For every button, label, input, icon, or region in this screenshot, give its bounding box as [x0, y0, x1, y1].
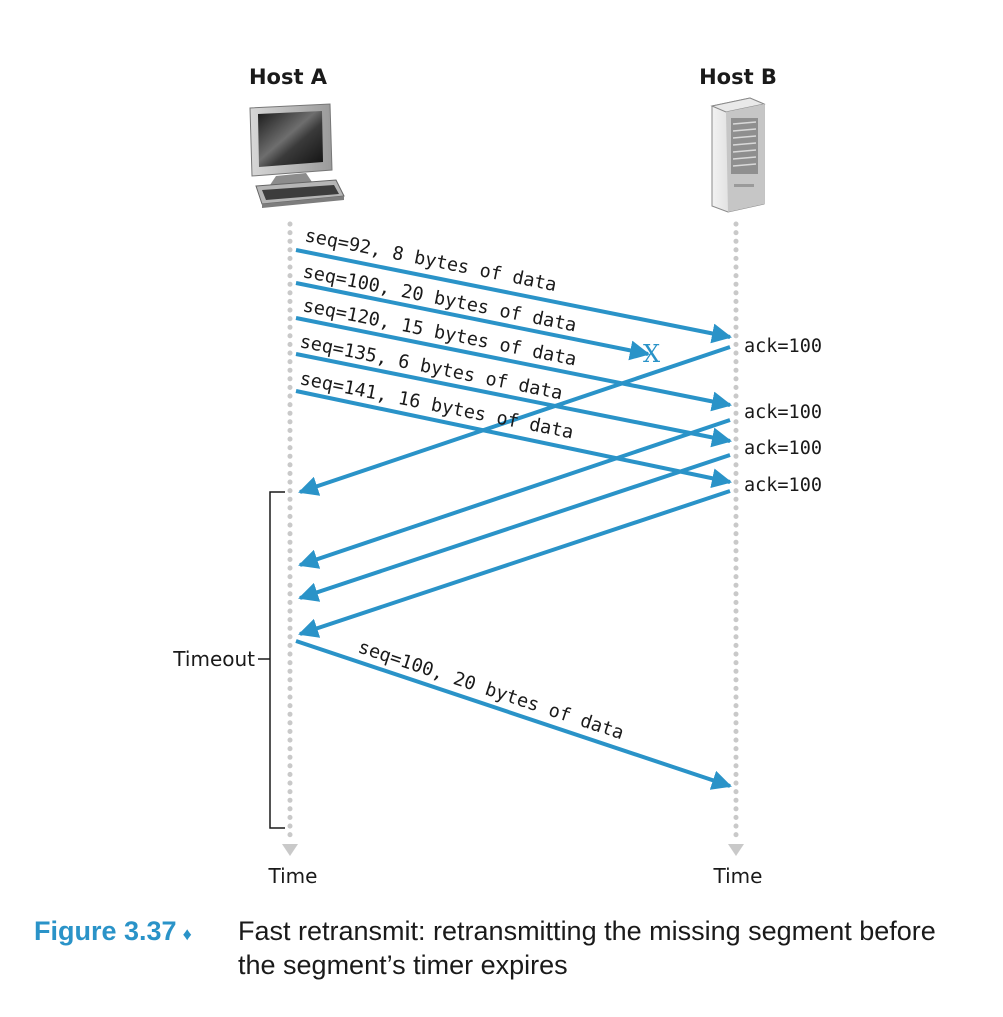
retransmission-arrow	[295, 639, 732, 790]
ack-4-arrow	[298, 489, 731, 638]
segment-1-arrow	[295, 248, 732, 344]
ack-3-arrow	[298, 453, 731, 602]
segment-4-arrow	[295, 352, 732, 448]
segment-lost-marker: X	[643, 340, 660, 368]
host-a-label: Host A	[249, 65, 328, 89]
host-a-timeline-arrowhead	[282, 844, 298, 856]
server-tower-icon	[710, 97, 766, 213]
host-a-time-label: Time	[268, 864, 318, 888]
caption-diamond-icon: ♦	[182, 924, 192, 944]
ack-2-label: ack=100	[744, 402, 822, 423]
segment-3-arrow	[295, 316, 732, 412]
timeout-bracket	[269, 491, 285, 829]
host-b-time-label: Time	[713, 864, 763, 888]
caption-text: Fast retransmit: retransmitting the miss…	[238, 916, 936, 980]
host-b-timeline-arrowhead	[728, 844, 744, 856]
segment-2-arrow	[295, 281, 650, 361]
ack-3-label: ack=100	[744, 438, 822, 459]
retransmission-label: seq=100, 20 bytes of data	[355, 637, 626, 744]
ack-2-arrow	[298, 418, 731, 569]
ack-1-arrow	[298, 345, 731, 496]
desktop-computer-icon	[249, 103, 345, 208]
host-b-label: Host B	[699, 65, 777, 89]
ack-1-label: ack=100	[744, 336, 822, 357]
figure-caption: Figure 3.37 ♦ Fast retransmit: retransmit…	[34, 914, 974, 980]
segment-5-arrow	[295, 389, 732, 489]
ack-4-label: ack=100	[744, 475, 822, 496]
figure-number: Figure 3.37	[34, 916, 177, 946]
timeout-label: Timeout	[172, 647, 255, 671]
